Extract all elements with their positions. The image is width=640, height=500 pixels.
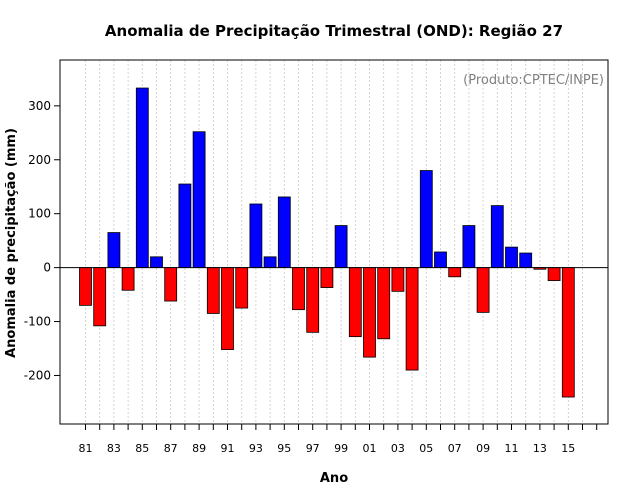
bar-97 [306,267,320,333]
y-tick-label: -200 [24,368,51,382]
plot-frame [59,59,609,425]
bar-85 [135,87,149,269]
bar-01 [363,267,376,358]
bar-84 [121,267,135,291]
x-axis: 81 83 85 87 89 91 93 95 97 99 01 03 05 07 09 11 13 15 [79,424,598,455]
bar-15 [561,267,575,398]
bar-92 [235,267,249,309]
x-tick-label: 87 [164,442,178,455]
x-tick-label: 03 [391,442,405,455]
y-tick-label: 100 [28,207,51,221]
x-tick-label: 95 [277,442,291,455]
bar-89 [192,131,206,269]
y-axis: -200 -100 0 100 200 300 [24,99,60,382]
y-tick-label: 300 [28,99,51,113]
bar-87 [164,267,178,302]
y-tick-label: -100 [24,315,51,329]
bar-93 [249,203,263,269]
bar-81 [79,267,92,306]
x-tick-label: 85 [135,442,149,455]
bar-94 [263,256,277,269]
bar-99 [334,225,348,269]
bar-86 [150,256,163,269]
x-tick-label: 15 [561,442,575,455]
x-tick-label: 91 [221,442,235,455]
bar-98 [320,267,334,288]
x-tick-label: 01 [363,442,377,455]
x-axis-label: Ano [320,471,348,486]
x-tick-label: 07 [448,442,462,455]
bar-02 [377,267,391,340]
x-tick-label: 11 [505,442,519,455]
chart-title: Anomalia de Precipitação Trimestral (OND… [105,22,563,40]
bar-88 [178,183,192,269]
x-tick-label: 89 [192,442,206,455]
bar-96 [292,267,305,311]
bar-90 [206,267,220,314]
x-tick-label: 09 [476,442,490,455]
grid-lines [85,60,583,424]
bar-06 [434,251,447,269]
bar-05 [419,170,433,269]
bar-14 [547,267,561,281]
bar-91 [221,267,234,350]
x-tick-label: 99 [334,442,348,455]
bar-95 [277,196,291,269]
bar-09 [476,267,490,313]
x-tick-label: 81 [79,442,93,455]
x-tick-label: 13 [533,442,547,455]
bar-10 [490,205,504,269]
x-tick-label: 93 [249,442,263,455]
bar-11 [505,246,518,269]
bar-08 [462,225,476,269]
bar-83 [107,232,121,269]
bar-04 [405,267,419,371]
bar-03 [391,267,405,292]
bar-12 [519,252,533,269]
x-tick-label: 83 [107,442,121,455]
y-tick-label: 200 [28,153,51,167]
bar-82 [93,267,107,327]
y-axis-label: Anomalia de precipitação (mm) [4,128,19,358]
bars [79,87,575,398]
bar-07 [448,267,462,278]
x-tick-label: 97 [306,442,320,455]
y-tick-label: 0 [43,261,51,275]
x-tick-label: 05 [419,442,433,455]
bar-00 [348,267,362,338]
credit-label: (Produto:CPTEC/INPE) [463,73,604,88]
